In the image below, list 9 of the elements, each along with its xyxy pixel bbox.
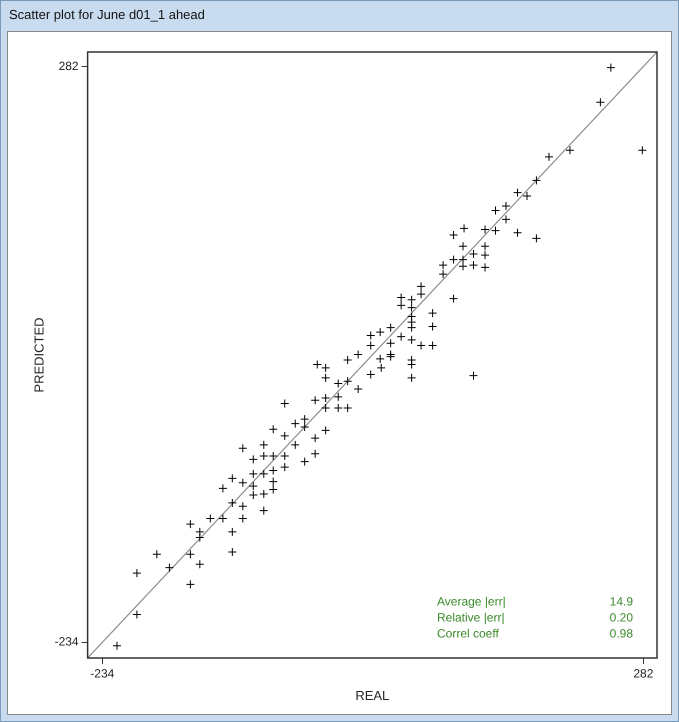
y-axis-title: PREDICTED [31, 317, 46, 393]
x-axis-title: REAL [355, 688, 390, 703]
annotation: 0.20 [610, 610, 634, 624]
annotation: Correl coeff [437, 626, 500, 640]
annotation: 0.98 [610, 626, 634, 640]
annotation: 14.9 [610, 594, 634, 608]
chart-title: Scatter plot for June d01_1 ahead [8, 6, 206, 24]
annotation: Relative |err| [437, 610, 505, 624]
annotation: Average |err| [437, 594, 506, 608]
